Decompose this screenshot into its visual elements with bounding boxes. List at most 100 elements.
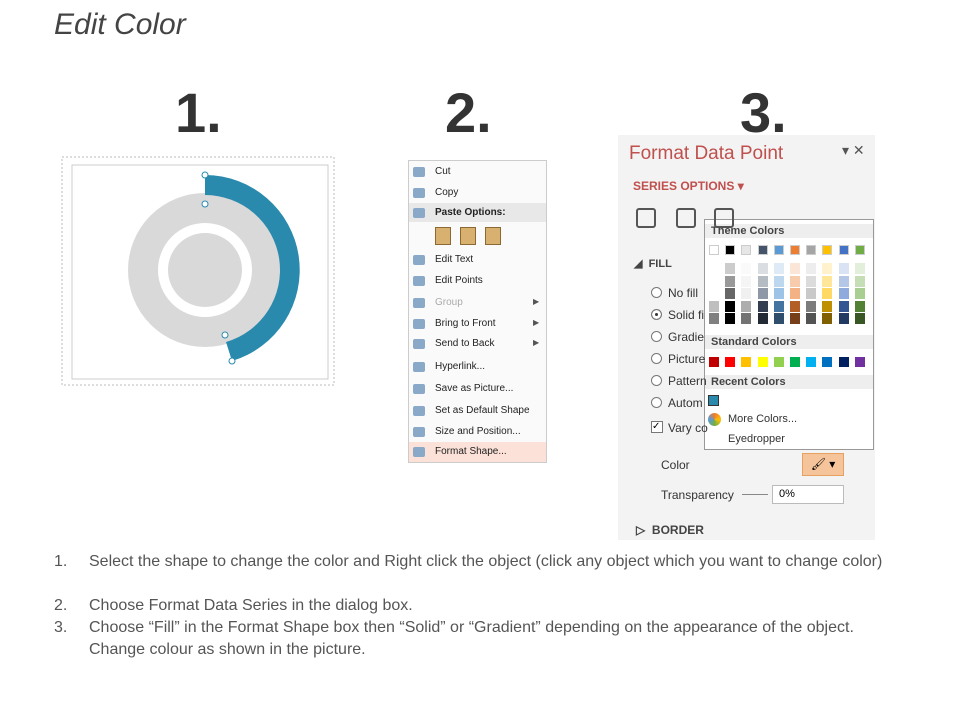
- fill-option[interactable]: No fill: [668, 286, 699, 300]
- swatch[interactable]: [854, 313, 865, 324]
- menu-item[interactable]: Set as Default Shape: [435, 405, 530, 416]
- swatch[interactable]: [773, 275, 784, 287]
- swatch[interactable]: [838, 357, 849, 367]
- swatch[interactable]: [773, 245, 784, 255]
- swatch[interactable]: [790, 245, 800, 255]
- swatch[interactable]: [709, 263, 719, 274]
- swatch[interactable]: [822, 357, 833, 367]
- swatch[interactable]: [757, 313, 768, 324]
- panel-tab-icon[interactable]: [714, 208, 734, 228]
- swatch[interactable]: [773, 300, 784, 312]
- swatch[interactable]: [773, 288, 784, 299]
- menu-item[interactable]: Edit Points: [435, 275, 483, 286]
- color-button[interactable]: 🖌 ▾: [802, 453, 844, 476]
- swatch[interactable]: [822, 245, 833, 255]
- swatch[interactable]: [709, 245, 719, 255]
- swatch[interactable]: [854, 300, 865, 312]
- swatch[interactable]: [741, 275, 752, 287]
- paste-icon[interactable]: [435, 227, 451, 245]
- fill-header[interactable]: ◢ FILL: [634, 258, 672, 270]
- swatch[interactable]: [757, 300, 768, 312]
- swatch[interactable]: [709, 300, 719, 312]
- more-colors[interactable]: More Colors...: [728, 413, 798, 425]
- menu-item[interactable]: Bring to Front: [435, 318, 496, 329]
- swatch[interactable]: [773, 357, 784, 367]
- panel-controls[interactable]: ▾ ✕: [842, 142, 865, 158]
- swatch[interactable]: [806, 275, 817, 287]
- radio[interactable]: [651, 309, 662, 320]
- swatch[interactable]: [741, 263, 752, 274]
- swatch[interactable]: [838, 245, 849, 255]
- swatch[interactable]: [709, 313, 719, 324]
- recent-swatch[interactable]: [708, 395, 719, 406]
- vary-option[interactable]: Vary co: [668, 421, 708, 435]
- swatch[interactable]: [806, 313, 817, 324]
- swatch[interactable]: [790, 300, 800, 312]
- swatch[interactable]: [854, 245, 865, 255]
- swatch[interactable]: [757, 245, 768, 255]
- swatch[interactable]: [725, 275, 736, 287]
- radio[interactable]: [651, 331, 662, 342]
- swatch[interactable]: [838, 275, 849, 287]
- menu-item[interactable]: Paste Options:: [435, 207, 506, 218]
- swatch[interactable]: [709, 288, 719, 299]
- selected-segment[interactable]: [205, 175, 300, 361]
- menu-item[interactable]: Group: [435, 297, 463, 308]
- menu-item[interactable]: Copy: [435, 187, 459, 198]
- radio[interactable]: [651, 397, 662, 408]
- swatch[interactable]: [790, 263, 800, 274]
- section-tab[interactable]: SERIES OPTIONS ▾: [633, 179, 744, 193]
- swatch[interactable]: [725, 357, 736, 367]
- swatch[interactable]: [709, 357, 719, 367]
- swatch[interactable]: [757, 288, 768, 299]
- swatch[interactable]: [806, 263, 817, 274]
- swatch[interactable]: [757, 357, 768, 367]
- swatch[interactable]: [822, 275, 833, 287]
- fill-option[interactable]: Pattern: [668, 374, 707, 388]
- transparency-input[interactable]: 0%: [772, 485, 844, 504]
- menu-item[interactable]: Cut: [435, 166, 451, 177]
- swatch[interactable]: [838, 300, 849, 312]
- swatch[interactable]: [741, 288, 752, 299]
- radio[interactable]: [651, 353, 662, 364]
- menu-item[interactable]: Save as Picture...: [435, 383, 514, 394]
- checkbox[interactable]: ✓: [651, 421, 663, 433]
- swatch[interactable]: [725, 288, 736, 299]
- swatch[interactable]: [854, 357, 865, 367]
- paste-icon[interactable]: [460, 227, 476, 245]
- swatch[interactable]: [790, 275, 800, 287]
- swatch[interactable]: [806, 288, 817, 299]
- paste-icon[interactable]: [485, 227, 501, 245]
- fill-option[interactable]: Solid fi: [668, 308, 705, 322]
- swatch[interactable]: [741, 313, 752, 324]
- swatch[interactable]: [725, 300, 736, 312]
- swatch[interactable]: [806, 357, 817, 367]
- swatch[interactable]: [725, 245, 736, 255]
- radio[interactable]: [651, 375, 662, 386]
- swatch[interactable]: [822, 263, 833, 274]
- fill-option[interactable]: Autom: [668, 396, 703, 410]
- swatch[interactable]: [838, 288, 849, 299]
- swatch[interactable]: [709, 275, 719, 287]
- menu-item[interactable]: Hyperlink...: [435, 361, 486, 372]
- swatch[interactable]: [854, 288, 865, 299]
- swatch[interactable]: [741, 357, 752, 367]
- slider[interactable]: [742, 494, 768, 495]
- menu-item[interactable]: Edit Text: [435, 254, 474, 265]
- swatch[interactable]: [773, 263, 784, 274]
- swatch[interactable]: [790, 313, 800, 324]
- swatch[interactable]: [757, 275, 768, 287]
- swatch[interactable]: [822, 313, 833, 324]
- swatch[interactable]: [757, 263, 768, 274]
- eyedropper[interactable]: Eyedropper: [728, 433, 785, 445]
- panel-tab-icon[interactable]: [676, 208, 696, 228]
- menu-item[interactable]: Send to Back: [435, 338, 495, 349]
- swatch[interactable]: [838, 313, 849, 324]
- radio[interactable]: [651, 287, 662, 298]
- fill-option[interactable]: Gradie: [668, 330, 705, 344]
- menu-item[interactable]: Format Shape...: [435, 446, 507, 457]
- swatch[interactable]: [741, 245, 752, 255]
- swatch[interactable]: [790, 288, 800, 299]
- border-header[interactable]: ▷ BORDER: [636, 523, 704, 537]
- swatch[interactable]: [725, 263, 736, 274]
